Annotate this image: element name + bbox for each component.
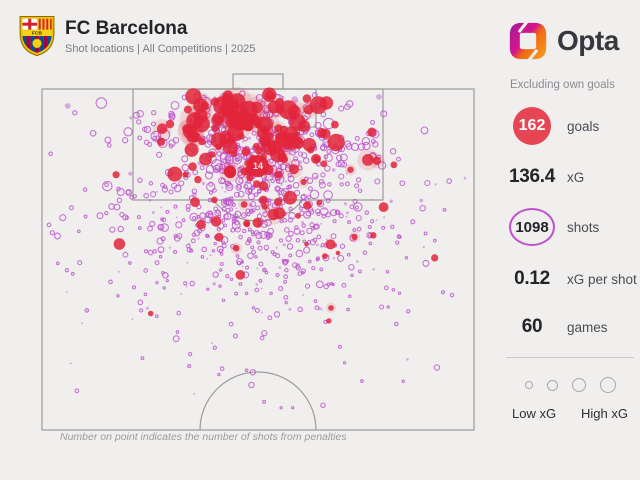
xg-size-circle <box>571 378 586 392</box>
low-xg-label: Low xG <box>512 406 557 421</box>
shots-label: shots <box>567 219 600 235</box>
stat-shots: 1098 shots <box>505 208 599 246</box>
opta-brand: Opta <box>508 21 619 61</box>
club-crest-icon: FCB <box>19 15 55 57</box>
penalty-count-label: 14 <box>253 161 263 171</box>
header: FCB FC Barcelona Shot locations | All Co… <box>18 14 255 57</box>
games-value: 60 <box>521 316 543 337</box>
xg-legend-labels: Low xG High xG <box>512 406 628 421</box>
opta-logo-text: Opta <box>557 25 619 56</box>
xg-size-circle <box>599 377 616 393</box>
stat-goals: 162 goals <box>505 107 599 145</box>
xg-size-circle <box>524 381 533 389</box>
shots-badge: 1098 <box>509 208 555 246</box>
xg-size-circle <box>546 379 558 391</box>
stat-games: 60 games <box>505 316 608 338</box>
xg-per-shot-label: xG per shot <box>567 271 637 287</box>
page-title: FC Barcelona <box>65 18 188 39</box>
page-subtitle: Shot locations | All Competitions | 2025 <box>65 42 256 55</box>
legend-divider <box>506 357 634 358</box>
high-xg-label: High xG <box>581 406 628 421</box>
penalties-footnote: Number on point indicates the number of … <box>60 431 347 443</box>
opta-logo-icon <box>509 21 547 61</box>
xg-value: 136.4 <box>508 166 556 187</box>
svg-text:FCB: FCB <box>32 31 42 37</box>
games-label: games <box>567 319 608 335</box>
penalty-point <box>247 155 269 177</box>
stat-xg: 136.4 xG <box>505 166 584 188</box>
shot-scatter: 14 <box>46 86 467 410</box>
xg-size-legend <box>506 376 634 394</box>
goals-label: goals <box>567 118 600 134</box>
excluding-own-goals-note: Excluding own goals <box>510 79 615 91</box>
goals-badge: 162 <box>513 107 551 145</box>
stat-xg-per-shot: 0.12 xG per shot <box>505 268 637 290</box>
xg-label: xG <box>567 169 585 185</box>
xg-per-shot-value: 0.12 <box>514 268 550 289</box>
